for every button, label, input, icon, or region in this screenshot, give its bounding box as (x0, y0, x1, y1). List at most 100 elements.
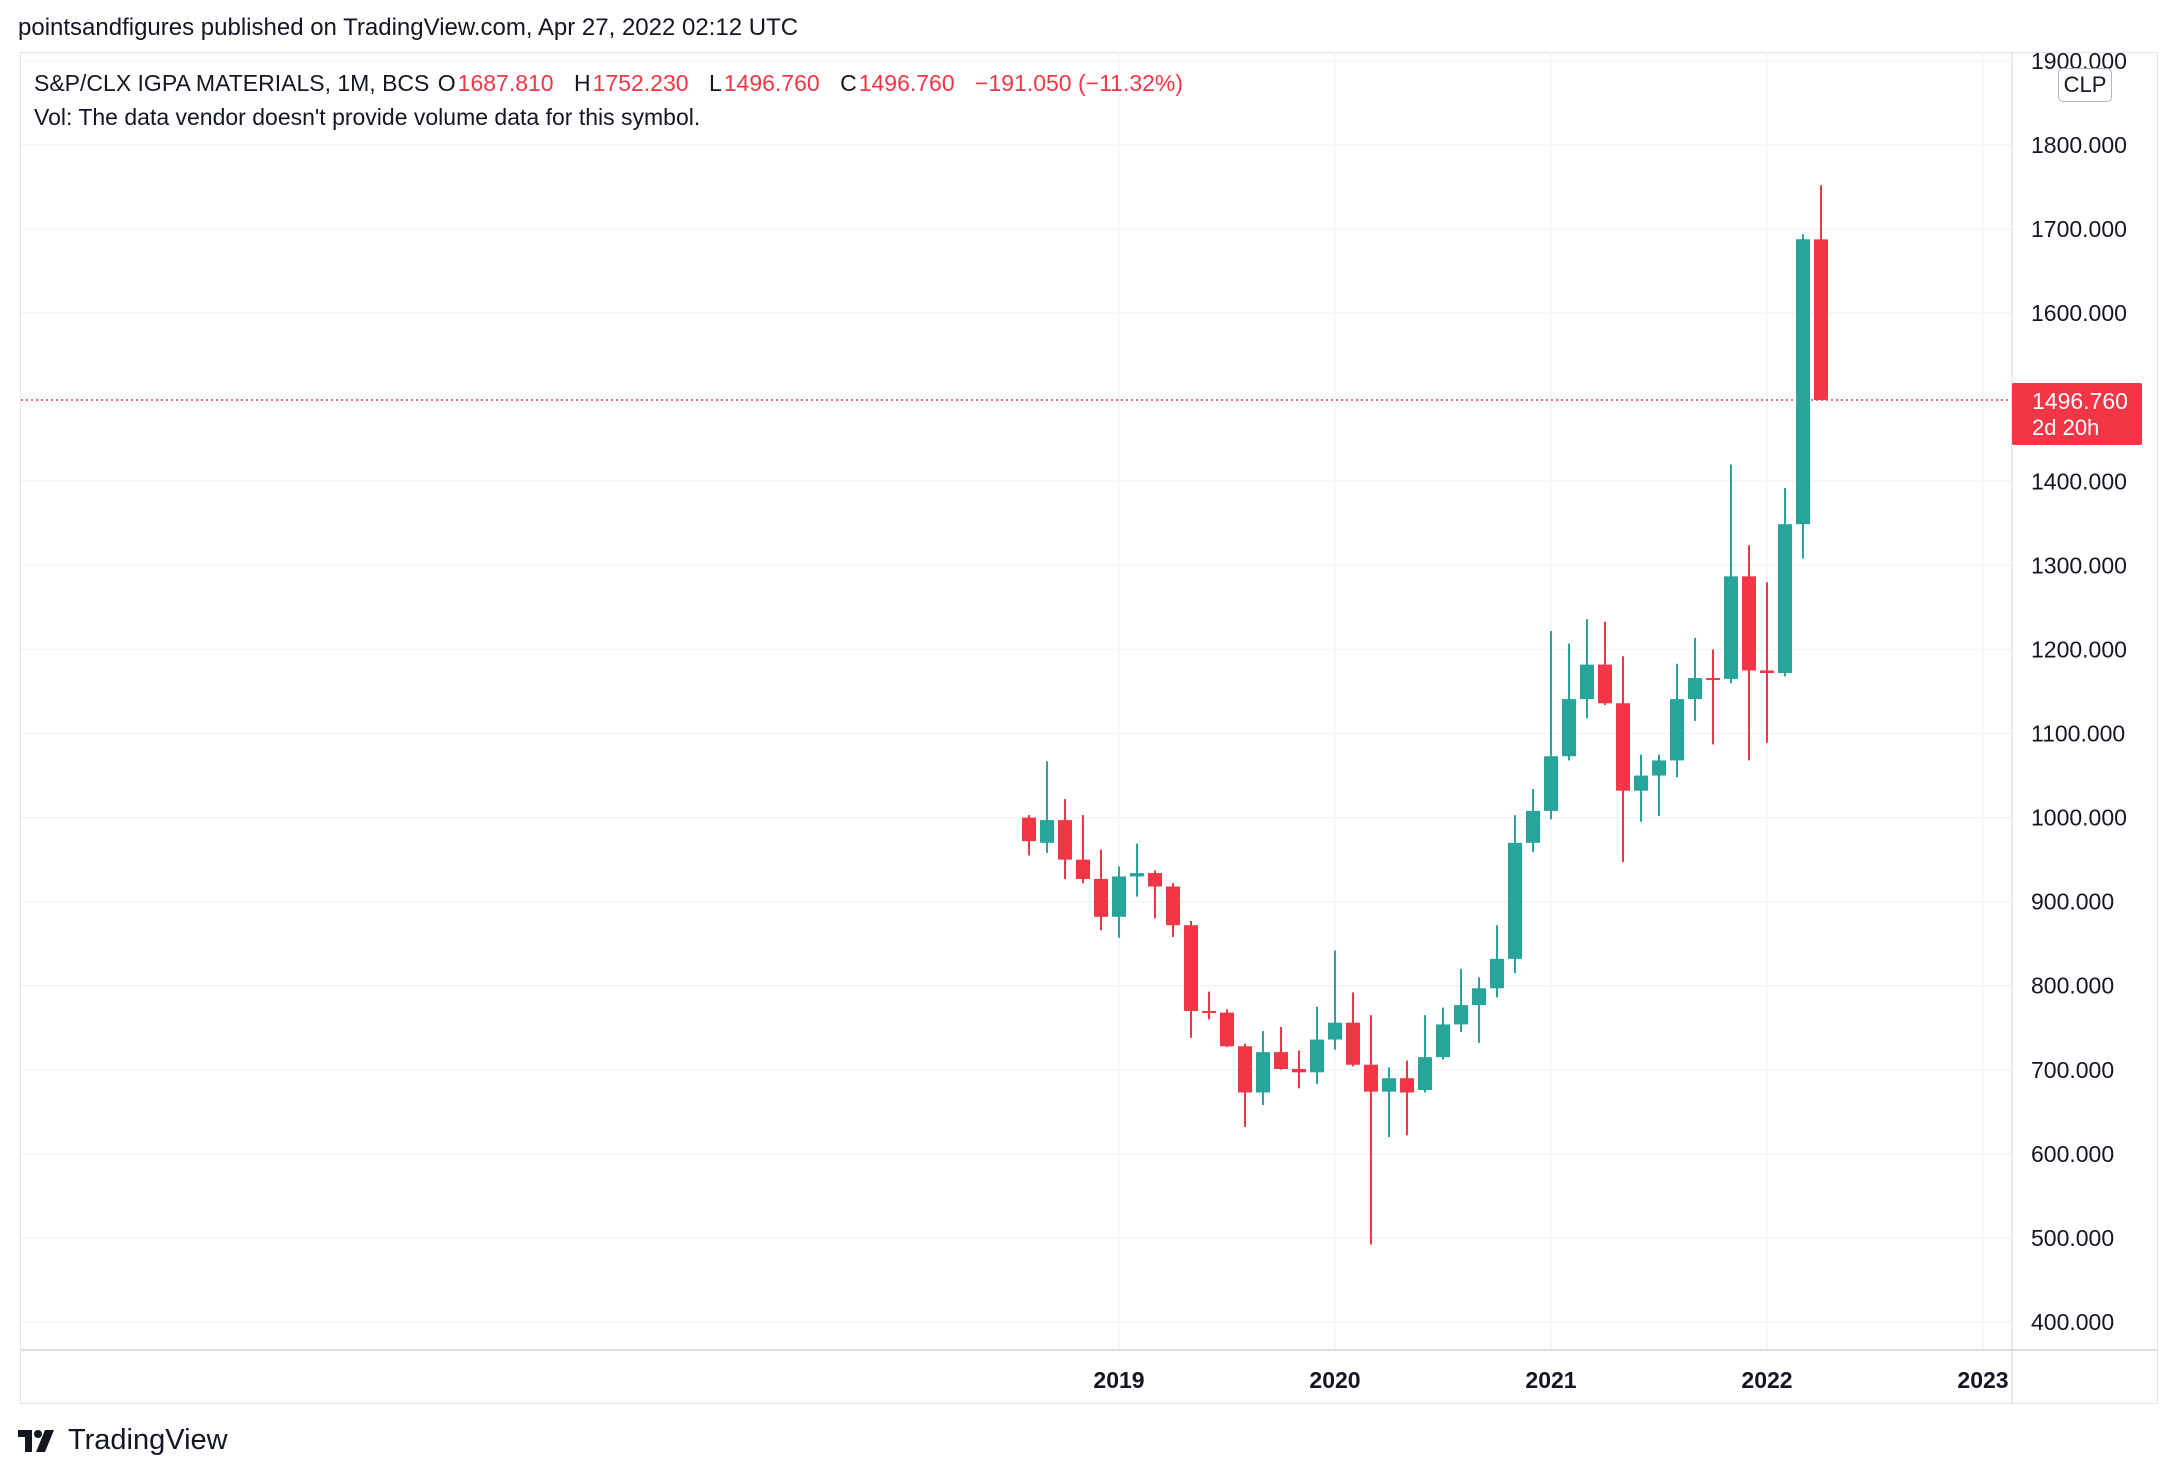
last-price-badge: 1496.760 2d 20h (2012, 383, 2142, 445)
x-tick-label: 2020 (1309, 1367, 1360, 1393)
candle-body (1094, 878, 1108, 917)
candle (1742, 545, 1756, 761)
candle (1526, 789, 1540, 853)
candle (1400, 1060, 1414, 1136)
x-tick-label: 2021 (1525, 1367, 1576, 1393)
candle-body (1508, 842, 1522, 959)
candle (1724, 464, 1738, 684)
high-label: H (574, 70, 591, 96)
candle-body (1220, 1012, 1234, 1047)
candle-body (1526, 810, 1540, 843)
candle-body (1634, 775, 1648, 791)
candle-body (1544, 756, 1558, 811)
candle-body (1166, 886, 1180, 926)
candle-body (1148, 873, 1162, 887)
candle (1616, 656, 1630, 863)
candle (1130, 843, 1144, 897)
candle (1382, 1067, 1396, 1138)
y-tick-label: 1000.000 (2031, 805, 2127, 831)
candle (1094, 849, 1108, 931)
tradingview-logo-icon (18, 1429, 54, 1452)
candle (1274, 1026, 1288, 1070)
candle (1166, 883, 1180, 937)
candle (1058, 799, 1072, 879)
candle (1562, 643, 1576, 761)
candle-body (1724, 576, 1738, 679)
open-label: O (437, 70, 456, 96)
candle-body (1040, 820, 1054, 843)
candle-body (1652, 760, 1666, 776)
candle (1544, 630, 1558, 820)
candle (1220, 1009, 1234, 1048)
candle-body (1310, 1039, 1324, 1073)
candle-body (1364, 1064, 1378, 1092)
y-tick-label: 600.000 (2031, 1141, 2114, 1167)
y-tick-label: 500.000 (2031, 1225, 2114, 1251)
candle-body (1688, 678, 1702, 700)
last-price-value: 1496.760 (2032, 388, 2128, 414)
symbol-name: S&P/CLX IGPA MATERIALS, 1M, BCS (34, 70, 430, 96)
candle-body (1400, 1078, 1414, 1093)
candle-body (1202, 1010, 1216, 1013)
publish-line: pointsandfigures published on TradingVie… (18, 14, 799, 41)
candle (1238, 1043, 1252, 1127)
candle (1148, 870, 1162, 919)
candle (1022, 815, 1036, 856)
candle (1112, 866, 1126, 938)
y-tick-label: 1600.000 (2031, 300, 2127, 326)
candle (1688, 637, 1702, 721)
y-tick-label: 900.000 (2031, 889, 2114, 915)
candle-body (1130, 873, 1144, 877)
candle (1076, 815, 1090, 884)
candle-body (1580, 664, 1594, 700)
volume-note: Vol: The data vendor doesn't provide vol… (34, 104, 701, 130)
candle (1508, 815, 1522, 974)
candle-body (1454, 1005, 1468, 1025)
x-tick-label: 2023 (1957, 1367, 2008, 1393)
candle (1346, 992, 1360, 1067)
candle-body (1796, 239, 1810, 525)
candle (1580, 619, 1594, 719)
candle-body (1346, 1022, 1360, 1065)
candle (1778, 488, 1792, 677)
y-tick-label: 700.000 (2031, 1057, 2114, 1083)
low-label: L (708, 70, 722, 96)
candle (1436, 1007, 1450, 1060)
candle (1310, 1006, 1324, 1085)
candle (1184, 921, 1198, 1038)
candle-body (1022, 817, 1036, 842)
y-tick-label: 1800.000 (2031, 132, 2127, 158)
y-tick-label: 1100.000 (2031, 721, 2125, 747)
change-value: −191.050 (−11.32%) (975, 70, 1184, 96)
candle (1598, 621, 1612, 705)
axes: 1900.0001800.0001700.0001600.0001400.000… (21, 48, 2158, 1404)
candles (1022, 185, 1828, 1245)
y-tick-label: 1300.000 (2031, 552, 2127, 578)
candle (1256, 1031, 1270, 1106)
candle-body (1112, 876, 1126, 917)
tradingview-logo-text: TradingView (68, 1424, 228, 1456)
currency-badge[interactable]: CLP (2058, 68, 2112, 102)
candle-body (1598, 664, 1612, 704)
symbol-header: S&P/CLX IGPA MATERIALS, 1M, BCS O1687.81… (34, 70, 1197, 97)
candle-body (1562, 699, 1576, 757)
bar-countdown: 2d 20h (2032, 415, 2100, 440)
candle-body (1382, 1078, 1396, 1092)
candle (1814, 185, 1828, 400)
candle (1418, 1015, 1432, 1093)
candle-body (1184, 925, 1198, 1011)
candle (1202, 991, 1216, 1020)
high-value: 1752.230 (592, 70, 689, 96)
open-value: 1687.810 (457, 70, 554, 96)
candle (1364, 1015, 1378, 1245)
candle-body (1076, 859, 1090, 879)
candle-body (1814, 239, 1828, 400)
y-tick-label: 800.000 (2031, 973, 2114, 999)
candle (1292, 1050, 1306, 1089)
tradingview-logo[interactable]: TradingView (18, 1424, 228, 1457)
y-tick-label: 1400.000 (2031, 468, 2127, 494)
candle (1796, 234, 1810, 559)
candle-body (1616, 703, 1630, 791)
candle (1760, 582, 1774, 743)
